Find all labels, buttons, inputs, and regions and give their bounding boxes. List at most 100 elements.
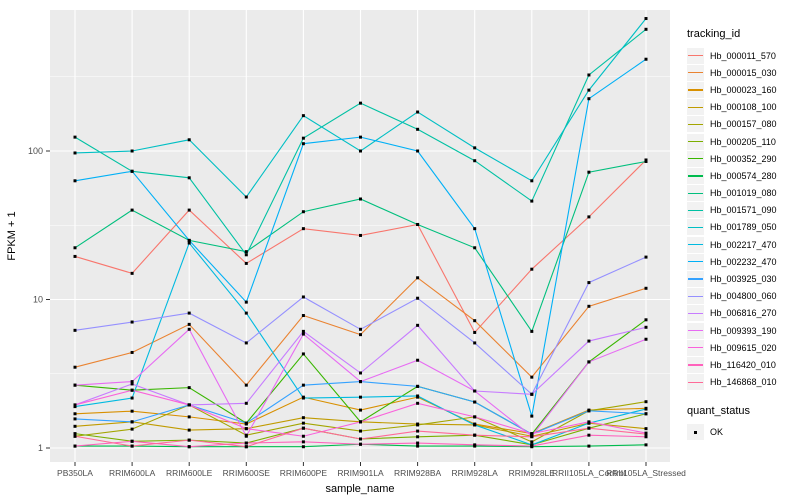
data-point-marker: [359, 197, 362, 201]
data-point-marker: [416, 441, 420, 445]
legend-key: [687, 64, 704, 81]
legend-item: Hb_002232_470: [687, 253, 777, 270]
data-point-marker: [359, 149, 362, 153]
data-point-marker: [130, 396, 134, 400]
legend-item: Hb_146868_010: [687, 374, 777, 391]
data-point-marker: [187, 445, 191, 449]
legend-item-label: Hb_146868_010: [710, 377, 777, 388]
data-point-marker: [587, 304, 591, 308]
legend-key: [687, 339, 704, 356]
data-point-marker: [416, 444, 420, 448]
data-point-marker: [301, 227, 305, 231]
line-swatch-icon: [688, 330, 703, 332]
legend-item-label: Hb_000574_280: [710, 170, 777, 181]
data-point-marker: [187, 327, 191, 331]
data-point-marker: [73, 135, 77, 139]
data-point-marker: [587, 88, 591, 92]
legend-item-label: Hb_000023_160: [710, 84, 777, 95]
legend-item: Hb_000015_030: [687, 64, 777, 81]
data-point-marker: [244, 261, 248, 265]
data-point-marker: [73, 444, 77, 448]
data-point-marker: [130, 149, 134, 153]
legend-title-tracking-id: tracking_id: [687, 28, 741, 40]
data-point-marker: [530, 432, 534, 436]
legend-key: [687, 219, 704, 236]
data-point-marker: [644, 400, 648, 404]
legend-key: [687, 133, 704, 150]
data-point-marker: [416, 276, 420, 280]
data-point-marker: [416, 401, 420, 405]
data-point-marker: [244, 300, 248, 304]
data-point-marker: [73, 417, 77, 421]
data-point-marker: [130, 439, 134, 443]
data-point-marker: [416, 384, 420, 388]
data-point-marker: [301, 329, 305, 333]
legend-key: [687, 202, 704, 219]
legend-key: [687, 322, 704, 339]
data-point-marker: [359, 442, 362, 446]
data-point-marker: [187, 311, 191, 315]
legend-item: Hb_006816_270: [687, 305, 777, 322]
data-point-marker: [473, 227, 477, 231]
data-point-marker: [301, 295, 305, 299]
line-swatch-icon: [688, 278, 703, 280]
data-point-marker: [416, 394, 420, 398]
legend-key: [687, 288, 704, 305]
data-point-marker: [530, 435, 534, 439]
legend-key: [687, 150, 704, 167]
data-point-marker: [244, 383, 248, 387]
data-point-marker: [301, 396, 305, 400]
data-point-marker: [473, 146, 477, 150]
data-point-marker: [301, 440, 305, 444]
data-point-marker: [644, 427, 648, 431]
legend-key: [687, 356, 704, 373]
legend-item: Hb_116420_010: [687, 356, 777, 373]
legend-item: Hb_000352_290: [687, 150, 777, 167]
data-point-marker: [359, 420, 362, 424]
data-point-marker: [359, 429, 362, 433]
data-point-marker: [301, 383, 305, 387]
legend-item-label: Hb_001571_090: [710, 205, 777, 216]
data-point-marker: [587, 73, 591, 77]
data-point-marker: [416, 127, 420, 131]
x-tick-label: PB350LA: [57, 468, 93, 478]
legend-key: [687, 271, 704, 288]
data-point-marker: [187, 138, 191, 142]
data-point-marker: [587, 97, 591, 101]
data-point-marker: [416, 358, 420, 362]
data-point-marker: [187, 238, 191, 242]
data-point-marker: [644, 27, 648, 31]
legend-key: [687, 424, 704, 441]
data-point-marker: [244, 445, 248, 449]
data-point-marker: [587, 433, 591, 437]
data-point-marker: [587, 360, 591, 364]
data-point-marker: [73, 424, 77, 428]
data-point-marker: [416, 296, 420, 300]
data-point-marker: [130, 350, 134, 354]
data-point-marker: [130, 320, 134, 324]
legend-item-label: Hb_000205_110: [710, 136, 776, 147]
data-point-marker: [244, 250, 248, 254]
square-marker-icon: [693, 430, 698, 435]
legend-key: [687, 185, 704, 202]
data-point-marker: [187, 208, 191, 212]
line-swatch-icon: [688, 72, 703, 74]
data-point-marker: [130, 169, 134, 173]
legend-key: [687, 236, 704, 253]
line-swatch-icon: [688, 226, 703, 229]
data-point-marker: [73, 432, 77, 436]
data-point-marker: [416, 429, 420, 433]
line-swatch-icon: [688, 261, 703, 263]
data-point-marker: [530, 267, 534, 271]
x-tick-label: RRIM600LA: [109, 468, 156, 478]
legend-item-ok: OK: [687, 424, 777, 441]
y-axis-title: FPKM + 1: [6, 211, 18, 260]
data-point-marker: [73, 254, 77, 258]
x-tick-label: RRIM928BA: [394, 468, 442, 478]
legend-item-label: Hb_001019_080: [710, 188, 777, 199]
data-point-marker: [416, 149, 420, 153]
data-point-marker: [359, 437, 362, 441]
data-point-marker: [644, 432, 648, 436]
y-tick-label: 100: [28, 146, 43, 156]
